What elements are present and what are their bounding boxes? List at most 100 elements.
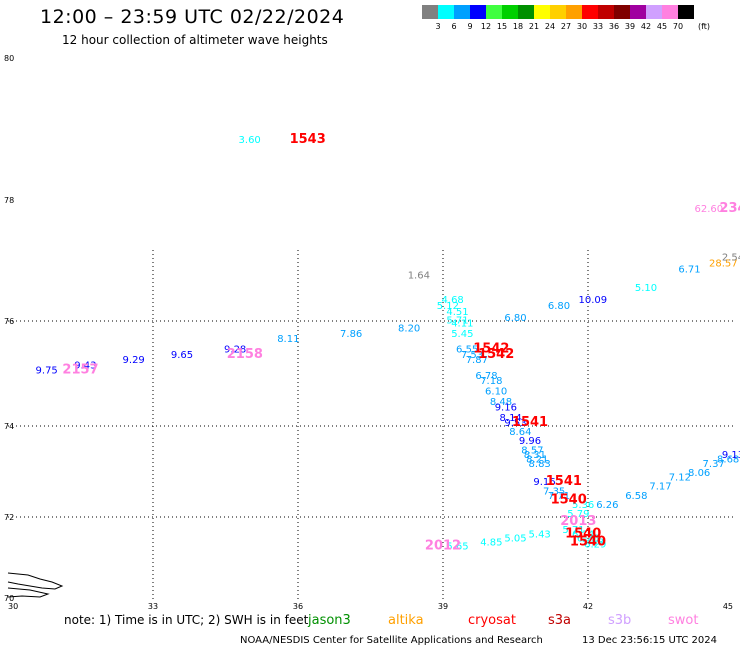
- legend-swatch: [598, 5, 614, 19]
- track-id-label: 234: [719, 201, 740, 216]
- wave-height-value: 6.80: [504, 313, 526, 324]
- lon-tick-label: 45: [723, 602, 733, 611]
- wave-height-value: 6.29: [584, 539, 606, 550]
- track-id-label: 2013: [560, 514, 596, 529]
- legend-swatch: [422, 5, 438, 19]
- wave-height-value: 5.58: [582, 537, 604, 548]
- wave-height-value: 9.28: [224, 345, 246, 356]
- track-id-label: 1541: [512, 415, 548, 430]
- lon-tick-label: 39: [438, 602, 448, 611]
- lon-tick-label: 33: [148, 602, 158, 611]
- wave-height-value: 8.06: [688, 468, 710, 479]
- satellite-s3a: s3a: [548, 613, 572, 628]
- wave-height-value: 1.64: [408, 271, 430, 282]
- wave-height-value: 7.53: [461, 350, 483, 361]
- wave-height-value: 7.12: [669, 473, 691, 484]
- satellite-swot: swot: [668, 613, 699, 628]
- page-title: 12:00 – 23:59 UTC 02/22/2024: [40, 6, 345, 28]
- legend-label: 45: [656, 22, 668, 31]
- satellite-cryosat: cryosat: [468, 613, 516, 628]
- wave-height-value: 5.10: [635, 283, 657, 294]
- legend-swatch: [502, 5, 518, 19]
- legend-label: 33: [592, 22, 604, 31]
- page-subtitle: 12 hour collection of altimeter wave hei…: [62, 33, 328, 47]
- lat-tick-label: 76: [4, 317, 14, 326]
- coastline: [7, 572, 64, 598]
- wave-height-value: 7.18: [480, 376, 502, 387]
- wave-height-value: 9.16: [495, 402, 517, 413]
- wave-height-value: 6.71: [678, 265, 700, 276]
- lat-tick-label: 74: [4, 422, 14, 431]
- lon-tick-label: 42: [583, 602, 593, 611]
- track-id-label: 1543: [290, 132, 326, 147]
- legend-swatch: [662, 5, 678, 19]
- legend-label: 30: [576, 22, 588, 31]
- footer-credit: NOAA/NESDIS Center for Satellite Applica…: [240, 635, 543, 646]
- wave-height-value: 7.86: [340, 329, 362, 340]
- wave-height-value: 8.68: [717, 454, 739, 465]
- wave-height-value: 7.71: [548, 491, 570, 502]
- legend-label: 15: [496, 22, 508, 31]
- lat-tick-label: 80: [4, 54, 14, 63]
- legend-swatch: [518, 5, 534, 19]
- legend-swatch: [438, 5, 454, 19]
- wave-height-value: 9.29: [123, 355, 145, 366]
- wave-height-value: 6.10: [485, 387, 507, 398]
- wave-height-value: 5.79: [567, 509, 589, 520]
- wave-height-value: 9.96: [519, 436, 541, 447]
- wave-height-value: 8.48: [490, 397, 512, 408]
- wave-height-value: 5.05: [504, 533, 526, 544]
- legend-swatch: [550, 5, 566, 19]
- lat-tick-label: 78: [4, 196, 14, 205]
- wave-height-value: 8.11: [277, 334, 299, 345]
- wave-height-value: 3.60: [239, 135, 261, 146]
- track-id-label: 1540: [565, 526, 601, 541]
- legend-swatch: [630, 5, 646, 19]
- land-outline: [7, 572, 64, 590]
- satellite-altika: altika: [388, 613, 424, 628]
- legend-swatch: [534, 5, 550, 19]
- wave-height-value: 5.43: [529, 529, 551, 540]
- track-id-label: 1542: [473, 342, 509, 357]
- track-id-label: 2012: [425, 538, 461, 553]
- wave-height-value: 5.71: [446, 316, 468, 327]
- wave-height-value: 5.71: [562, 525, 584, 536]
- track-id-label: 1540: [570, 534, 606, 549]
- legend-label: 3: [435, 22, 441, 31]
- legend-label: 42: [640, 22, 652, 31]
- wave-height-value: 9.16: [533, 477, 555, 488]
- lon-tick-label: 30: [8, 602, 18, 611]
- wave-height-value: 7.37: [703, 459, 725, 470]
- lat-tick-label: 72: [4, 513, 14, 522]
- legend-swatch: [486, 5, 502, 19]
- legend-label: 24: [544, 22, 556, 31]
- legend-swatch: [614, 5, 630, 19]
- legend-label: 21: [528, 22, 540, 31]
- wave-height-value: 4.11: [451, 318, 473, 329]
- lon-tick-label: 36: [293, 602, 303, 611]
- legend-swatch: [566, 5, 582, 19]
- wave-height-value: 8.20: [398, 324, 420, 335]
- wave-height-value: 9.65: [171, 350, 193, 361]
- track-id-label: 2157: [62, 363, 98, 378]
- legend-swatch: [470, 5, 486, 19]
- satellite-s3b: s3b: [608, 613, 632, 628]
- wave-height-value: 7.17: [649, 482, 671, 493]
- wave-height-value: 7.87: [466, 355, 488, 366]
- wave-height-value: 5.12: [437, 301, 459, 312]
- lat-tick-label: 70: [4, 594, 14, 603]
- footer-date: 13 Dec 23:56:15 UTC 2024: [582, 635, 717, 646]
- wave-height-value: 8.31: [524, 450, 546, 461]
- wave-height-value: 5.65: [446, 541, 468, 552]
- wave-height-value: 4.85: [480, 537, 502, 548]
- observation-labels: 3.601.644.685.124.515.714.11 6.806.8010.0…: [36, 135, 740, 552]
- track-id-label: 2158: [227, 347, 263, 362]
- wave-height-value: 4.51: [446, 307, 468, 318]
- axis-ticks: 30 33 36 39 42 45 70 72 74 76 78 80: [4, 54, 733, 611]
- legend-label: 70: [672, 22, 684, 31]
- legend-swatch: [678, 5, 694, 19]
- wave-height-value: 9.53: [504, 418, 526, 429]
- wave-height-value: 10.09: [579, 295, 608, 306]
- wave-height-value: 7.35: [543, 486, 565, 497]
